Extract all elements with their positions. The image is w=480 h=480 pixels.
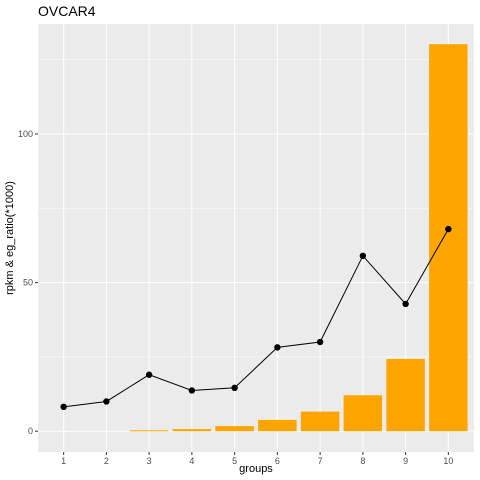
y-tick-label: 100	[18, 129, 33, 139]
line-series-path	[63, 228, 449, 408]
x-tick-label: 5	[232, 456, 237, 466]
line-point-7	[316, 338, 324, 346]
line-point-1	[60, 403, 67, 411]
line-point-3	[145, 371, 153, 378]
line-point-2	[103, 398, 110, 405]
line-point-4	[188, 387, 196, 394]
bar-6	[258, 419, 297, 432]
chart-title: OVCAR4	[38, 3, 96, 19]
x-tick-label: 1	[61, 456, 66, 466]
x-axis: 1 2 3 4 5 6 7 8 9 10	[61, 452, 453, 466]
bar-8	[343, 395, 383, 432]
line-point-10	[445, 225, 452, 233]
x-tick-label: 6	[275, 456, 280, 466]
line-point-9	[402, 300, 409, 308]
bar-7	[300, 411, 340, 432]
bar-9	[386, 358, 425, 432]
x-tick-label: 4	[189, 456, 194, 466]
bar-3	[129, 430, 169, 432]
x-tick-label: 2	[104, 456, 109, 466]
line-point-8	[359, 252, 367, 260]
x-tick-label: 8	[360, 456, 365, 466]
bar-4	[172, 429, 212, 432]
bar-10	[429, 44, 468, 432]
x-tick-label: 7	[318, 456, 323, 466]
bar-5	[215, 426, 254, 432]
x-tick-label: 9	[403, 456, 408, 466]
y-tick-label: 50	[23, 278, 33, 288]
grid-minor	[38, 59, 474, 358]
x-tick-label: 10	[443, 456, 453, 466]
y-tick-label: 0	[28, 426, 33, 436]
line-series	[60, 225, 452, 411]
line-point-5	[231, 384, 238, 391]
y-axis: 0 50 100	[18, 129, 38, 436]
x-tick-label: 3	[147, 456, 152, 466]
bars	[129, 44, 468, 432]
line-point-6	[274, 344, 281, 351]
y-axis-title: rpkm & eg_ratio(*1000)	[4, 181, 16, 295]
x-axis-title: groups	[239, 463, 273, 475]
